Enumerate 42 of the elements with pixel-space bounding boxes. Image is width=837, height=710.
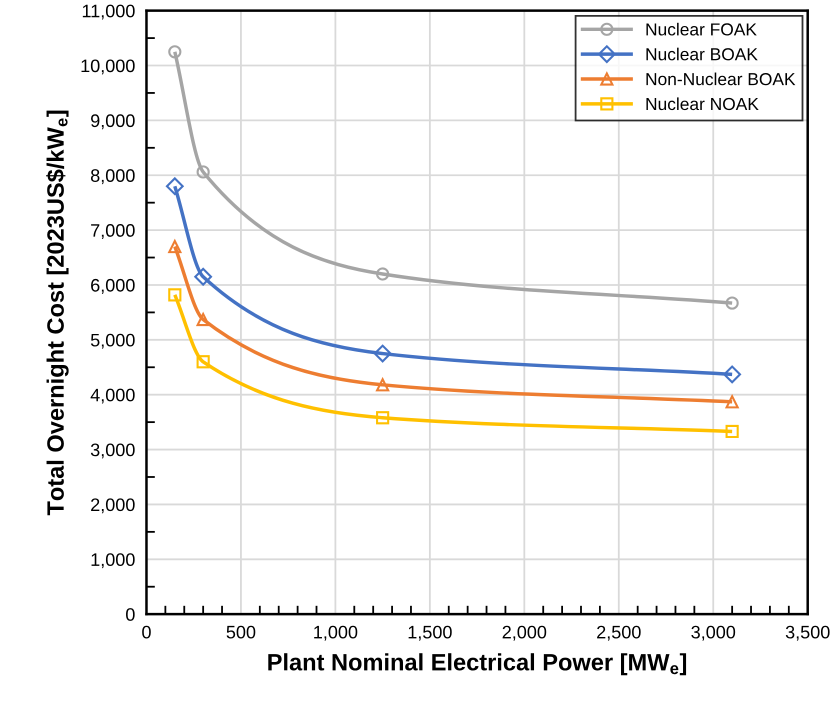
x-tick-label: 3,500	[786, 626, 830, 641]
legend-label: Nuclear BOAK	[646, 48, 758, 60]
y-tick-label: 2,000	[91, 498, 135, 514]
point	[196, 165, 210, 179]
point	[374, 344, 392, 362]
y-tick-label: 1,000	[92, 553, 135, 568]
x-tick-label: 3,000	[691, 626, 736, 641]
point	[168, 45, 182, 58]
point	[726, 424, 739, 438]
point	[168, 240, 182, 254]
x-tick-label: 1,000	[314, 626, 358, 641]
point	[726, 395, 739, 408]
y-tick-label: 8,000	[90, 169, 135, 184]
y-tick-label: 9,000	[91, 114, 135, 130]
point	[723, 365, 742, 384]
y-tick-label: 3,000	[90, 443, 135, 458]
point	[166, 177, 184, 196]
point	[194, 268, 212, 286]
x-tick-label: 0	[142, 626, 151, 639]
point	[168, 288, 182, 302]
point	[196, 312, 210, 326]
point	[726, 296, 739, 310]
y-tick-label: 6,000	[91, 278, 135, 294]
x-tick-label: 2,500	[597, 626, 641, 641]
point	[196, 355, 210, 368]
legend-label: Non-Nuclear BOAK	[646, 72, 796, 86]
x-tick-label: 2,000	[502, 626, 546, 641]
legend-label: Nuclear FOAK	[646, 22, 757, 36]
legend-label: Nuclear NOAK	[646, 97, 759, 110]
y-tick-label: 7,000	[91, 224, 135, 239]
y-tick-label: 5,000	[90, 334, 135, 349]
y-tick-label: 0	[126, 608, 135, 621]
y-tick-label: 11,000	[82, 4, 135, 20]
y-tick-label: 4,000	[90, 388, 135, 404]
y-axis-title: Total Overnight Cost [2023US$/kW$_{e}$]	[46, 110, 69, 516]
point	[376, 267, 390, 281]
point	[376, 411, 390, 424]
point	[376, 378, 390, 392]
y-tick-label: 10,000	[82, 59, 135, 74]
x-axis-title: Plant Nominal Electrical Power [MW$_{e}$]	[268, 653, 686, 676]
x-tick-label: 1,500	[408, 626, 452, 641]
x-tick-label: 500	[226, 626, 256, 639]
